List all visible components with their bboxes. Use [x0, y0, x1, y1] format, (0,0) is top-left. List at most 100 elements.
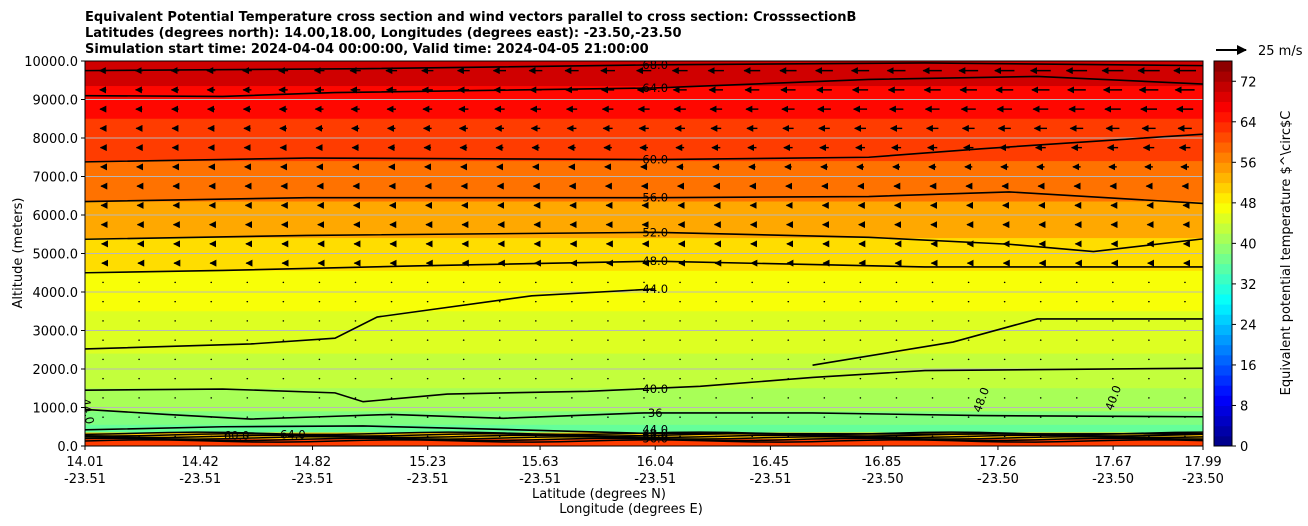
wind-vector	[1075, 281, 1078, 284]
wind-vector	[390, 377, 393, 380]
wind-vector	[1003, 416, 1006, 418]
x-tick-label-latitude: 15.63	[521, 455, 558, 470]
wind-vector	[607, 339, 609, 341]
wind-vector	[823, 397, 826, 399]
wind-vector	[571, 358, 573, 361]
wind-vector	[751, 300, 753, 303]
colorbar-segment	[1214, 385, 1232, 396]
wind-vector	[1184, 377, 1186, 380]
contour-line	[85, 260, 1203, 274]
wind-vector	[1039, 397, 1042, 399]
wind-vector	[679, 416, 681, 418]
wind-vector	[1075, 300, 1078, 303]
wind-vector	[1003, 358, 1006, 361]
chart-title-line-1: Equivalent Potential Temperature cross s…	[85, 10, 856, 25]
wind-vector	[643, 320, 645, 322]
wind-vector	[1184, 339, 1186, 341]
wind-vector	[318, 397, 321, 399]
contour-line	[812, 318, 1203, 366]
wind-vector	[679, 339, 681, 341]
wind-vector	[535, 320, 537, 322]
contour-line	[85, 75, 1203, 98]
wind-vector	[967, 397, 970, 399]
colorbar-segment	[1214, 121, 1232, 133]
wind-vector	[426, 377, 429, 380]
wind-vector	[282, 377, 285, 380]
colorbar-tick-label: 48	[1240, 197, 1257, 212]
colorbar-segment	[1214, 395, 1232, 406]
wind-vector	[823, 339, 826, 341]
colorbar-tick-label: 64	[1240, 116, 1257, 131]
wind-vector	[1003, 339, 1006, 341]
wind-vector	[102, 416, 104, 418]
wind-vector	[174, 339, 176, 341]
quiver-key: 25 m/s	[1216, 44, 1303, 59]
y-tick-label: 10000.0	[24, 55, 78, 70]
wind-vector	[174, 320, 176, 322]
wind-vector	[1003, 281, 1006, 284]
colorbar-tick-label: 56	[1240, 156, 1257, 171]
y-tick-label: 4000.0	[33, 286, 79, 301]
colorbar-segment	[1214, 81, 1232, 92]
colorbar-segment	[1214, 192, 1232, 204]
wind-vector	[282, 397, 285, 399]
wind-vector	[751, 281, 753, 284]
chart-title-line-2: Latitudes (degrees north): 14.00,18.00, …	[85, 26, 682, 41]
wind-vector	[318, 377, 321, 380]
wind-vector	[607, 377, 609, 380]
wind-vector	[246, 397, 249, 399]
colorbar-segment	[1214, 283, 1232, 295]
contour-line	[85, 434, 1203, 439]
colorbar-tick-label: 72	[1240, 75, 1257, 90]
wind-vector	[210, 320, 213, 322]
wind-vector	[426, 339, 429, 341]
wind-vector	[535, 358, 537, 361]
colorbar-segment	[1214, 364, 1232, 376]
x-tick-label-latitude: 17.99	[1184, 455, 1221, 470]
wind-vector	[535, 300, 537, 303]
quiver-key-label: 25 m/s	[1258, 44, 1303, 59]
colorbar-segment	[1214, 263, 1232, 275]
y-tick-label: 6000.0	[33, 209, 79, 224]
wind-vector	[138, 320, 140, 322]
colorbar-segment	[1214, 182, 1232, 194]
wind-vector	[679, 300, 681, 303]
x-tick-label-longitude: -23.51	[634, 472, 676, 487]
wind-vector	[1184, 281, 1186, 284]
wind-vector	[751, 320, 753, 322]
y-axis: 0.0 1000.0 2000.0 3000.0 4000.0 5000.0 6000.0 7…	[24, 55, 85, 455]
wind-vector	[1075, 339, 1078, 341]
wind-vector	[1039, 416, 1042, 418]
x-tick-label-longitude: -23.51	[407, 472, 449, 487]
colorbar-segment	[1214, 304, 1232, 315]
wind-vector	[1184, 358, 1186, 361]
wind-vector	[1112, 281, 1114, 284]
wind-vector	[859, 339, 862, 341]
colorbar-segment	[1214, 314, 1232, 325]
colorbar-segment	[1214, 152, 1232, 163]
wind-vector	[859, 416, 862, 418]
wind-vector	[895, 300, 898, 303]
wind-vector	[751, 377, 753, 380]
y-tick-label: 2000.0	[33, 363, 79, 378]
colorbar-segment	[1214, 202, 1232, 214]
wind-vector	[571, 339, 573, 341]
contour-label: 68.0	[642, 58, 668, 72]
colorbar-segment	[1214, 91, 1232, 103]
contour-label: 52.0	[642, 429, 668, 443]
colorbar-tick-label: 8	[1240, 399, 1248, 414]
wind-vector	[787, 320, 790, 322]
wind-vector	[715, 281, 717, 284]
x-tick-label-latitude: 15.23	[409, 455, 446, 470]
wind-vector	[498, 397, 501, 399]
wind-vector	[787, 358, 790, 361]
wind-vector	[535, 281, 537, 284]
wind-vector	[571, 377, 573, 380]
wind-vector	[931, 339, 934, 341]
contour-line	[85, 288, 656, 350]
wind-vector	[895, 320, 898, 322]
wind-vector	[931, 358, 934, 361]
wind-vector	[859, 320, 862, 322]
fill-band	[85, 439, 1203, 446]
